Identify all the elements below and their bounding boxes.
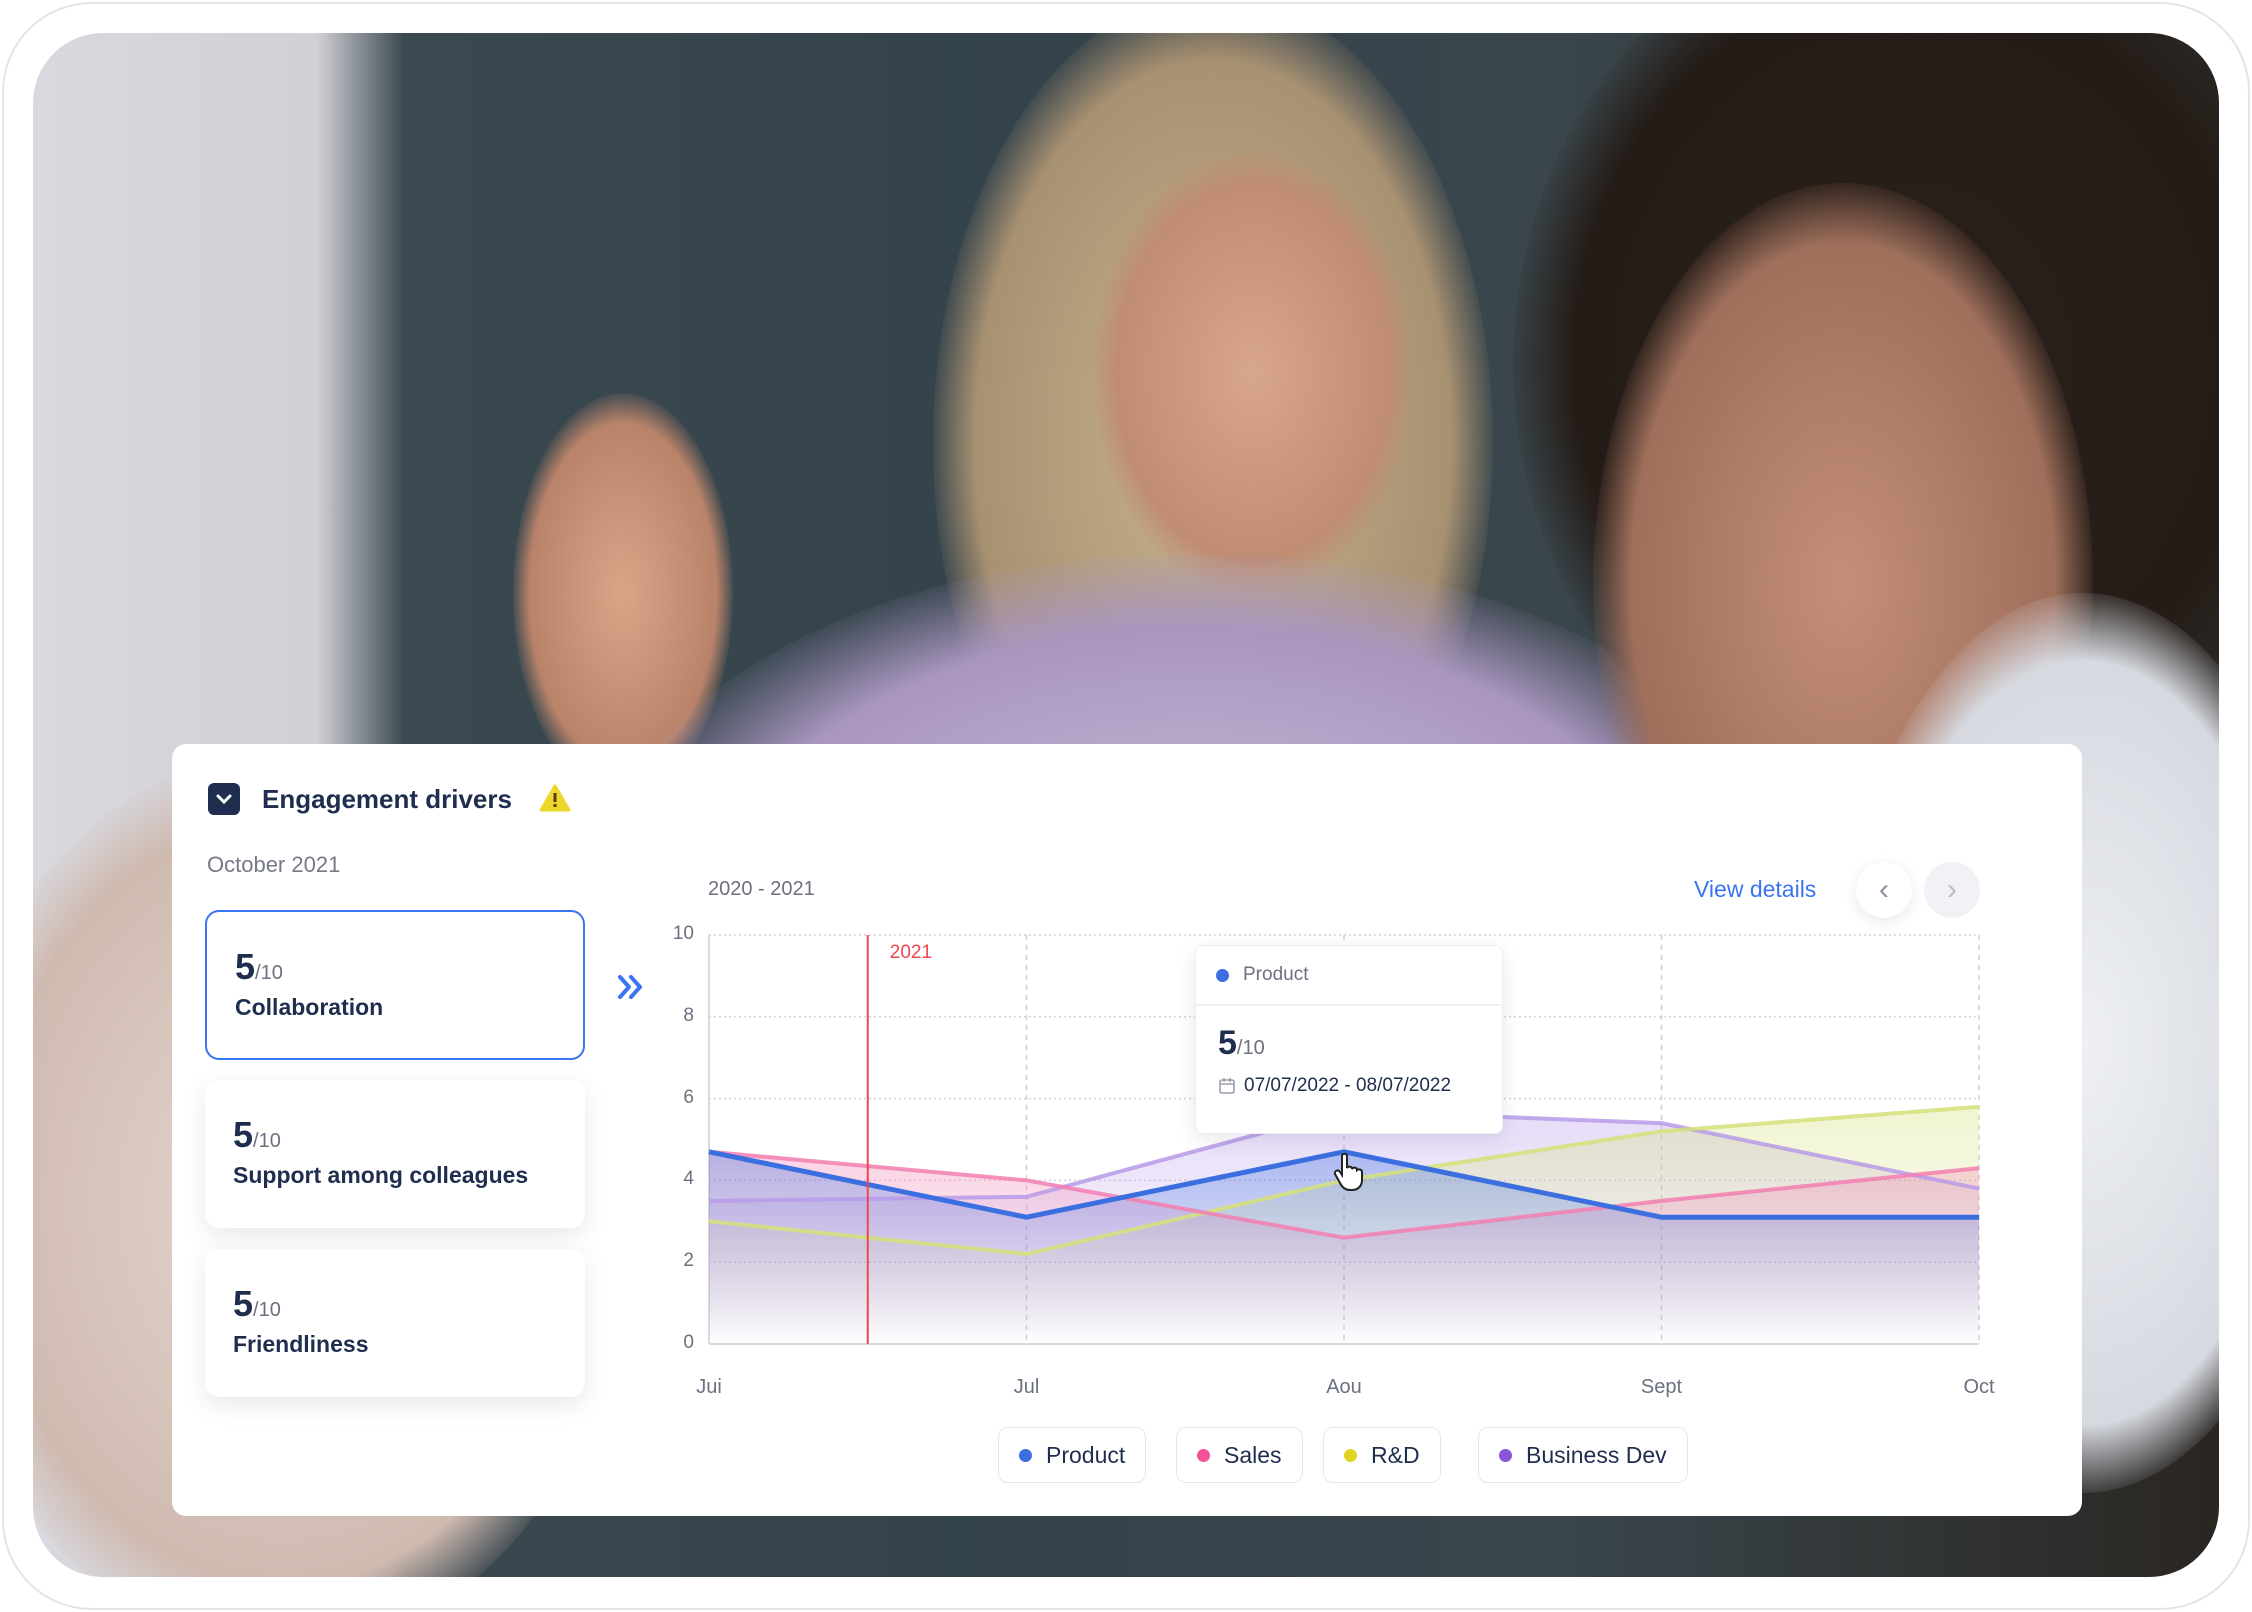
legend-dot	[1197, 1448, 1210, 1462]
area-product	[709, 1151, 1979, 1344]
engagement-drivers-card: Engagement drivers October 2021 5/10 Col…	[172, 744, 2082, 1516]
series-dot	[1216, 968, 1229, 982]
calendar-icon	[1219, 1078, 1235, 1094]
y-tick-label: 2	[683, 1250, 694, 1272]
warning-icon	[539, 784, 571, 812]
driver-score: 5	[233, 1114, 254, 1155]
driver-score: 5	[235, 946, 256, 987]
driver-label: Support among colleagues	[233, 1162, 529, 1188]
driver-score: 5	[233, 1283, 254, 1324]
legend-dot	[1019, 1448, 1032, 1462]
driver-label: Friendliness	[233, 1331, 369, 1357]
hand-cursor-icon	[1333, 1152, 1363, 1191]
legend-label: Sales	[1224, 1441, 1282, 1468]
driver-card-friendliness[interactable]: 5/10 Friendliness	[205, 1249, 585, 1397]
legend-business-dev[interactable]: Business Dev	[1478, 1427, 1688, 1483]
driver-label: Collaboration	[235, 994, 384, 1020]
x-tick-label: Jul	[1013, 1376, 1040, 1398]
tooltip-series: Product	[1243, 964, 1309, 985]
driver-card-support[interactable]: 5/10 Support among colleagues	[205, 1080, 585, 1228]
legend-product[interactable]: Product	[998, 1427, 1147, 1483]
y-tick-label: 10	[672, 923, 694, 944]
year-marker-label: 2021	[889, 942, 933, 963]
legend-label: R&D	[1371, 1441, 1420, 1468]
driver-card-collaboration[interactable]: 5/10 Collaboration	[205, 910, 585, 1060]
legend-sales[interactable]: Sales	[1176, 1427, 1303, 1483]
y-tick-label: 8	[683, 1004, 694, 1026]
driver-max: /10	[253, 1130, 281, 1152]
prev-button[interactable]: ‹	[1856, 862, 1912, 918]
x-tick-label: Aou	[1326, 1376, 1362, 1398]
legend-label: Business Dev	[1526, 1441, 1667, 1468]
chart-range-label: 2020 - 2021	[708, 878, 815, 900]
y-tick-label: 4	[683, 1168, 694, 1190]
driver-max: /10	[253, 1299, 281, 1321]
line-chart	[708, 934, 1980, 1345]
y-tick-label: 6	[683, 1086, 694, 1108]
double-chevron-right-icon	[618, 975, 642, 999]
view-details-link[interactable]: View details	[1694, 876, 1817, 902]
chart-tooltip: Product 5/10 07/07/2022 - 08/07/2022	[1195, 945, 1503, 1134]
period-label: October 2021	[207, 852, 341, 877]
collapse-toggle[interactable]	[208, 783, 240, 815]
legend-label: Product	[1046, 1441, 1126, 1468]
y-tick-label: 0	[683, 1332, 694, 1353]
x-tick-label: Oct	[1963, 1376, 1995, 1398]
legend-dot	[1344, 1448, 1357, 1462]
next-button[interactable]: ›	[1924, 862, 1980, 918]
chevron-down-icon	[216, 794, 232, 805]
tooltip-dates: 07/07/2022 - 08/07/2022	[1244, 1075, 1452, 1096]
x-tick-label: Sept	[1640, 1376, 1683, 1398]
driver-max: /10	[255, 962, 283, 984]
tooltip-score: 5	[1218, 1024, 1237, 1062]
x-tick-label: Jui	[696, 1376, 722, 1398]
tooltip-max: /10	[1236, 1037, 1265, 1059]
card-title: Engagement drivers	[262, 784, 512, 814]
chevron-right-icon: ›	[1947, 873, 1957, 906]
legend-rnd[interactable]: R&D	[1323, 1427, 1441, 1483]
legend-dot	[1499, 1448, 1512, 1462]
chevron-left-icon: ‹	[1879, 873, 1889, 906]
